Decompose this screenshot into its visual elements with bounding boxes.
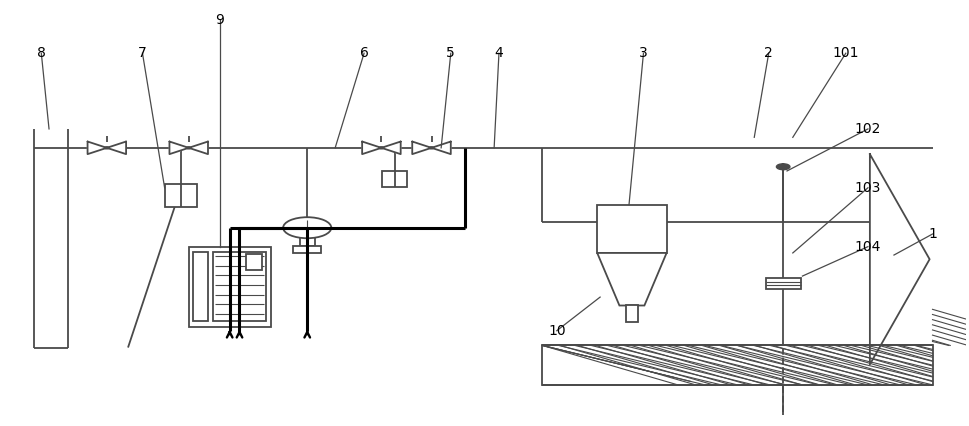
Polygon shape — [170, 141, 189, 154]
Circle shape — [186, 147, 191, 149]
Polygon shape — [431, 141, 451, 154]
Text: 101: 101 — [832, 46, 860, 60]
Bar — [597, 204, 667, 253]
Text: 104: 104 — [855, 240, 881, 253]
Bar — [543, 345, 932, 386]
Bar — [626, 305, 638, 322]
Text: 102: 102 — [855, 122, 881, 136]
Bar — [294, 246, 321, 253]
Text: 3: 3 — [640, 46, 648, 60]
Text: 10: 10 — [547, 324, 566, 338]
Circle shape — [283, 217, 331, 238]
Text: 4: 4 — [494, 46, 503, 60]
Bar — [165, 184, 198, 207]
Bar — [193, 252, 207, 321]
Polygon shape — [107, 141, 126, 154]
Polygon shape — [362, 141, 382, 154]
Text: 8: 8 — [37, 46, 46, 60]
Polygon shape — [189, 141, 208, 154]
Text: 5: 5 — [447, 46, 455, 60]
Bar — [189, 247, 270, 326]
Text: 103: 103 — [855, 181, 881, 195]
Bar — [246, 254, 263, 270]
Bar — [766, 278, 800, 289]
Polygon shape — [87, 141, 107, 154]
Bar — [213, 252, 266, 321]
Text: 7: 7 — [139, 46, 147, 60]
Polygon shape — [412, 141, 431, 154]
Circle shape — [379, 147, 384, 149]
Circle shape — [776, 164, 790, 170]
Text: 1: 1 — [928, 227, 937, 241]
Text: 2: 2 — [765, 46, 773, 60]
Text: 6: 6 — [359, 46, 368, 60]
Text: 9: 9 — [215, 13, 224, 26]
Bar — [299, 237, 315, 246]
Polygon shape — [382, 141, 400, 154]
Bar — [383, 171, 407, 187]
Circle shape — [105, 147, 109, 149]
Polygon shape — [597, 253, 667, 305]
Circle shape — [429, 147, 434, 149]
